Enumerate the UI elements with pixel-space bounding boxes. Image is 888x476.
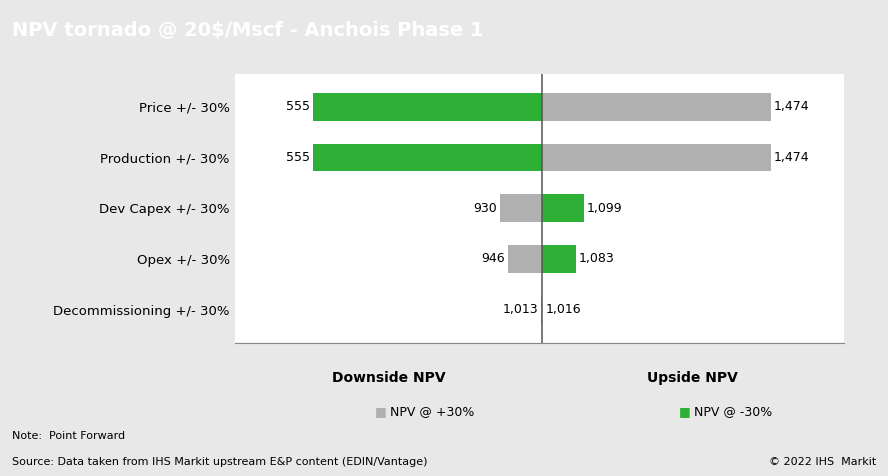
Bar — [542, 194, 583, 222]
Text: 555: 555 — [286, 100, 310, 113]
Bar — [542, 144, 771, 171]
Bar — [508, 245, 542, 273]
Text: ■: ■ — [679, 405, 691, 418]
Text: © 2022 IHS  Markit: © 2022 IHS Markit — [769, 456, 876, 467]
Text: ■: ■ — [375, 405, 387, 418]
Text: 1,099: 1,099 — [587, 202, 622, 215]
Text: Downside NPV: Downside NPV — [332, 371, 445, 386]
Bar — [500, 194, 542, 222]
Text: Note:  Point Forward: Note: Point Forward — [12, 430, 124, 441]
Bar — [313, 93, 542, 121]
Text: Upside NPV: Upside NPV — [647, 371, 738, 386]
Text: 1,474: 1,474 — [773, 100, 810, 113]
Text: 1,013: 1,013 — [503, 303, 538, 316]
Text: 1,083: 1,083 — [579, 252, 614, 266]
Bar — [313, 144, 542, 171]
Text: NPV @ -30%: NPV @ -30% — [694, 405, 773, 418]
Bar — [542, 245, 575, 273]
Text: NPV tornado @ 20$/Mscf - Anchois Phase 1: NPV tornado @ 20$/Mscf - Anchois Phase 1 — [12, 21, 483, 40]
Text: Source: Data taken from IHS Markit upstream E&P content (EDIN/Vantage): Source: Data taken from IHS Markit upstr… — [12, 456, 427, 467]
Text: 555: 555 — [286, 151, 310, 164]
Bar — [542, 93, 771, 121]
Text: 1,016: 1,016 — [545, 303, 581, 316]
Text: 930: 930 — [472, 202, 496, 215]
Text: 946: 946 — [481, 252, 504, 266]
Text: NPV @ +30%: NPV @ +30% — [391, 405, 475, 418]
Text: 1,474: 1,474 — [773, 151, 810, 164]
